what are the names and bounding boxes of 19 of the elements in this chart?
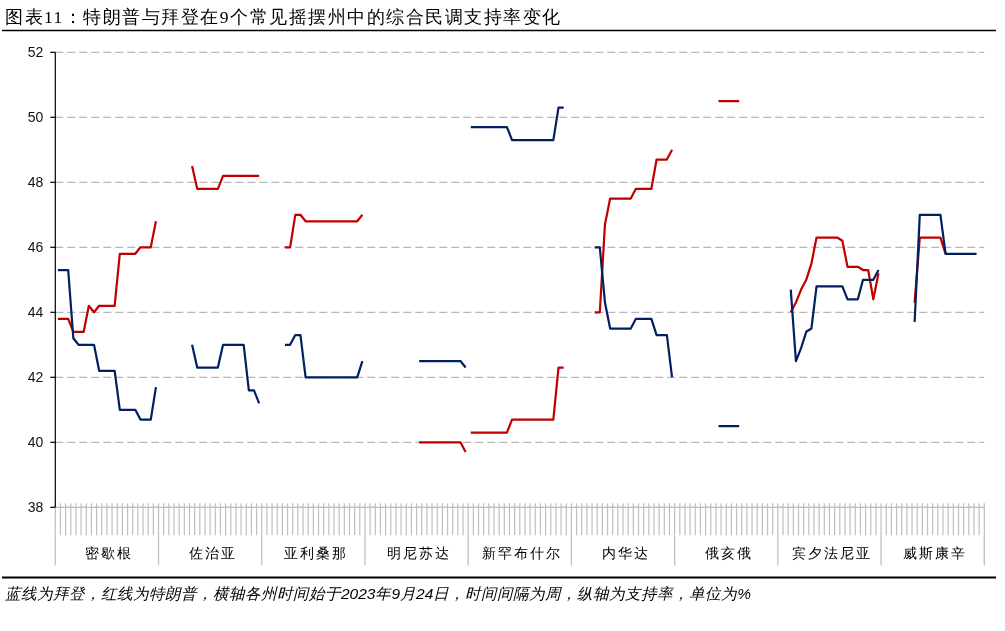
x-tick-label: 内华达 (601, 546, 650, 562)
chart-title: 图表11：特朗普与拜登在9个常见摇摆州中的综合民调支持率变化 (5, 7, 562, 27)
y-tick-label: 44 (27, 304, 44, 321)
y-tick-label: 46 (27, 239, 44, 256)
x-tick-label: 亚利桑那 (283, 546, 348, 562)
x-tick-label: 宾夕法尼亚 (792, 546, 873, 562)
x-tick-label: 俄亥俄 (704, 546, 753, 562)
y-tick-label: 42 (27, 369, 44, 386)
x-tick-label: 新罕布什尔 (482, 546, 563, 562)
x-tick-label: 密歇根 (85, 546, 134, 562)
x-tick-label: 佐治亚 (188, 546, 237, 562)
x-tick-label: 威斯康辛 (903, 546, 968, 562)
x-tick-label: 明尼苏达 (387, 546, 452, 562)
y-tick-label: 38 (27, 499, 44, 516)
text: 蓝线为拜登，红线为特朗普，横轴各州时间始于2023年9月24日，时间间隔为周，纵轴为支持率，单位为% (4, 585, 752, 602)
y-tick-label: 40 (27, 434, 44, 451)
y-tick-label: 48 (27, 174, 44, 191)
y-tick-label: 50 (27, 109, 44, 126)
y-tick-label: 52 (27, 44, 44, 61)
